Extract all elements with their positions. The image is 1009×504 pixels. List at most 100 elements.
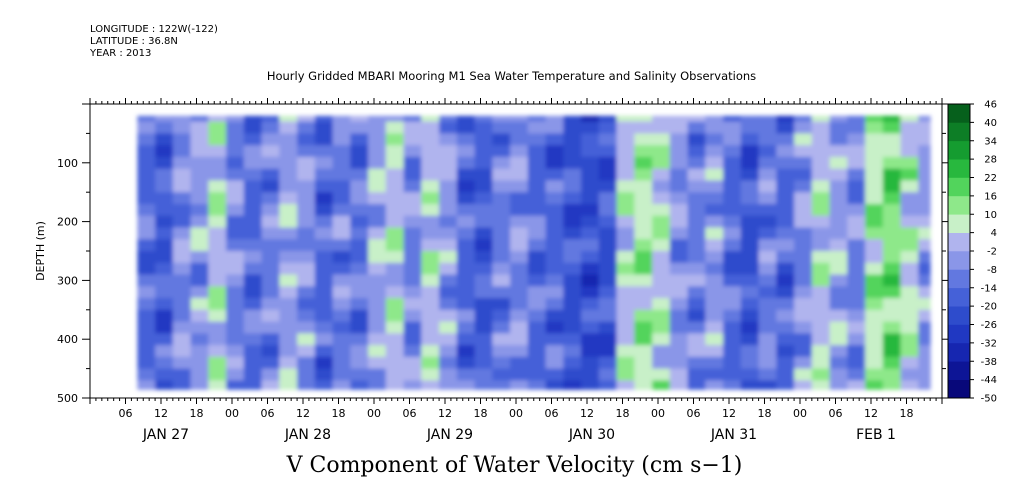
heatmap-cell — [829, 380, 848, 390]
heatmap-cell — [385, 309, 405, 323]
heatmap-cell — [900, 204, 919, 217]
heatmap-cell — [226, 204, 245, 217]
heatmap-cell — [527, 156, 547, 170]
heatmap-cell — [687, 121, 706, 134]
heatmap-cell — [652, 156, 671, 170]
heatmap-cell — [208, 274, 227, 287]
heatmap-cell — [776, 192, 795, 205]
heatmap-cell — [350, 309, 369, 323]
heatmap-cell — [172, 156, 192, 170]
heatmap-cell — [314, 168, 334, 182]
heatmap-cell — [882, 368, 902, 381]
heatmap-cell — [723, 262, 742, 276]
heatmap-cell — [758, 215, 777, 229]
heatmap-cell — [776, 215, 795, 229]
heatmap-cell — [598, 145, 618, 158]
heatmap-cell — [740, 227, 760, 240]
heatmap-cell — [740, 115, 760, 123]
heatmap-cell — [492, 192, 511, 205]
heatmap-cell — [918, 368, 931, 381]
heatmap-cell — [847, 368, 866, 381]
heatmap-cell — [900, 356, 919, 370]
heatmap-cell — [172, 115, 192, 123]
heatmap-cell — [403, 380, 422, 390]
heatmap-cell — [492, 204, 511, 217]
heatmap-cell — [652, 321, 671, 334]
heatmap-cell — [510, 309, 529, 323]
heatmap-cell — [616, 204, 635, 217]
x-tick-label: 12 — [296, 407, 310, 420]
heatmap-cell — [527, 204, 547, 217]
heatmap-cell — [243, 345, 263, 358]
heatmap-cell — [705, 156, 724, 170]
heatmap-cell — [403, 333, 422, 346]
heatmap-cell — [758, 345, 777, 358]
heatmap-cell — [243, 333, 263, 346]
heatmap-cell — [368, 333, 387, 346]
heatmap-cell — [652, 239, 671, 252]
heatmap-cell — [172, 192, 192, 205]
heatmap-cell — [598, 192, 618, 205]
heatmap-cell — [403, 133, 422, 146]
heatmap-cell — [350, 180, 369, 193]
heatmap-cell — [243, 204, 263, 217]
heatmap-cell — [829, 368, 848, 381]
heatmap-cell — [368, 356, 387, 370]
heatmap-cell — [758, 262, 777, 276]
heatmap-cell — [314, 227, 334, 240]
heatmap-cell — [865, 168, 884, 182]
heatmap-cell — [669, 227, 689, 240]
heatmap-cell — [439, 192, 458, 205]
heatmap-cell — [776, 145, 795, 158]
heatmap-cell — [740, 380, 760, 390]
heatmap-cell — [918, 286, 931, 299]
heatmap-cell — [900, 345, 919, 358]
heatmap-cell — [510, 251, 529, 264]
heatmap-cell — [882, 262, 902, 276]
heatmap-cell — [687, 286, 706, 299]
heatmap-cell — [723, 145, 742, 158]
heatmap-cell — [740, 145, 760, 158]
heatmap-cell — [261, 262, 280, 276]
heatmap-cell — [882, 115, 902, 123]
heatmap-cell — [421, 239, 440, 252]
heatmap-cell — [581, 333, 600, 346]
heatmap-cell — [581, 239, 600, 252]
heatmap-cell — [758, 239, 777, 252]
heatmap-cell — [137, 121, 156, 134]
heatmap-cell — [811, 274, 831, 287]
heatmap-cell — [510, 204, 529, 217]
heatmap-cell — [723, 345, 742, 358]
heatmap-cell — [723, 115, 742, 123]
heatmap-cell — [243, 286, 263, 299]
heatmap-cell — [155, 321, 174, 334]
heatmap-cell — [794, 204, 813, 217]
heatmap-cell — [545, 168, 564, 182]
heatmap-cell — [190, 168, 209, 182]
heatmap-cell — [829, 309, 848, 323]
heatmap-cell — [279, 180, 298, 193]
heatmap-cell — [527, 115, 547, 123]
heatmap-cell — [492, 262, 511, 276]
heatmap-cell — [847, 298, 866, 311]
heatmap-cell — [616, 286, 635, 299]
heatmap-cell — [829, 345, 848, 358]
heatmap-cell — [261, 156, 280, 170]
heatmap-cell — [456, 115, 476, 123]
heatmap-cell — [439, 274, 458, 287]
heatmap-cell — [527, 239, 547, 252]
heatmap-cell — [510, 321, 529, 334]
heatmap-cell — [918, 121, 931, 134]
x-tick-label: 12 — [864, 407, 878, 420]
heatmap-cell — [474, 115, 493, 123]
heatmap-cell — [829, 121, 848, 134]
heatmap-cell — [598, 227, 618, 240]
heatmap-cell — [208, 133, 227, 146]
heatmap-cell — [226, 262, 245, 276]
heatmap-cell — [527, 145, 547, 158]
heatmap-cell — [155, 286, 174, 299]
heatmap-cell — [439, 145, 458, 158]
heatmap-cell — [705, 115, 724, 123]
heatmap-cell — [332, 227, 351, 240]
heatmap-cell — [456, 204, 476, 217]
